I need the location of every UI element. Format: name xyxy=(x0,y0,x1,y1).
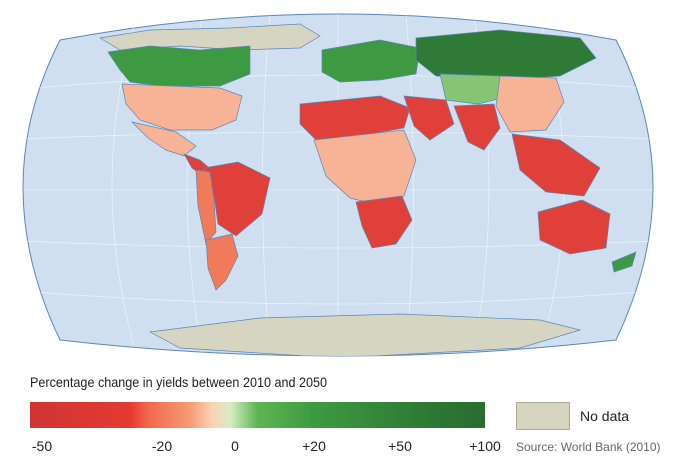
region-southeast-asia xyxy=(511,133,601,197)
region-south-asia xyxy=(453,103,501,151)
region-russia xyxy=(415,29,597,81)
region-canada xyxy=(107,45,251,87)
legend-tick-plus-100: +100 xyxy=(469,438,501,454)
region-southern-africa xyxy=(355,195,413,249)
legend-no-data-swatch xyxy=(516,402,570,430)
region-antarctica xyxy=(148,313,582,356)
region-brazil xyxy=(203,161,271,237)
region-new-zealand xyxy=(611,251,637,273)
region-china xyxy=(495,75,565,133)
legend-colorbar xyxy=(30,402,485,428)
legend-title: Percentage change in yields between 2010… xyxy=(30,374,328,390)
legend-tick-0: 0 xyxy=(231,438,239,454)
legend-no-data-label: No data xyxy=(580,408,630,424)
region-north-africa xyxy=(299,95,411,141)
region-mexico xyxy=(130,121,197,157)
land-layer xyxy=(98,23,637,356)
source-note: Source: World Bank (2010) xyxy=(516,440,661,454)
region-central-asia xyxy=(439,73,511,105)
legend-tick-plus-50: +50 xyxy=(388,438,412,454)
region-middle-east xyxy=(403,95,455,141)
region-andean-south-america xyxy=(195,169,217,245)
region-united-states xyxy=(121,83,243,131)
legend-tick-plus-20: +20 xyxy=(302,438,326,454)
region-southern-cone xyxy=(205,233,239,291)
region-europe xyxy=(321,39,421,83)
region-australia xyxy=(537,199,611,255)
legend-tick-minus-50: -50 xyxy=(31,438,53,454)
legend-tick-minus-20: -20 xyxy=(151,438,173,454)
